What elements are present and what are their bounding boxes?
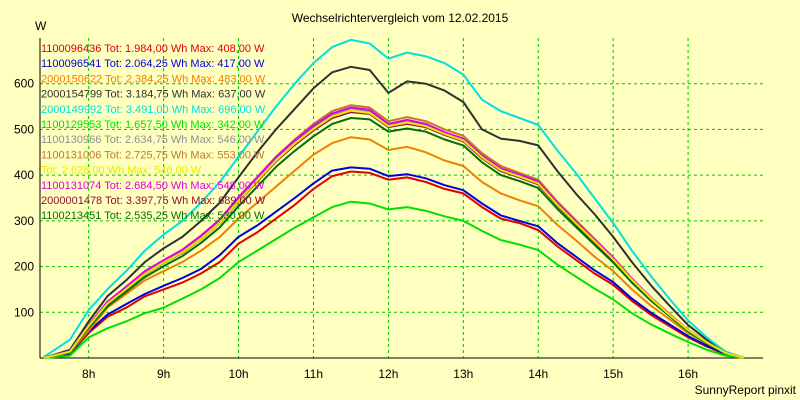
legend-entry: 2000149992 Tot: 3.491,00 Wh Max: 696,00 … [41, 104, 266, 116]
legend-entry: 1100130966 Tot: 2.634,75 Wh Max: 546,00 … [41, 134, 265, 146]
chart-title: Wechselrichtervergleich vom 12.02.2015 [292, 11, 509, 25]
series-line [43, 109, 745, 359]
legend-entry: 1100096541 Tot: 2.064,25 Wh Max: 417,00 … [41, 58, 265, 70]
x-tick-label: 15h [603, 367, 623, 381]
series-line [43, 166, 745, 359]
series-line [43, 136, 745, 359]
y-tick-label: 500 [14, 122, 34, 136]
legend-entry: Tot: 2.628,00 Wh Max: 546,00 W [41, 165, 202, 177]
x-tick-label: 8h [82, 367, 95, 381]
y-axis-label: W [35, 19, 47, 33]
legend-entry: 1100129553 Tot: 1.657,50 Wh Max: 342,00 … [41, 119, 265, 131]
y-tick-label: 600 [14, 77, 34, 91]
legend-entry: 1100131006 Tot: 2.725,75 Wh Max: 553,00 … [41, 149, 265, 161]
legend-entry: 2000154799 Tot: 3.184,75 Wh Max: 637,00 … [41, 89, 266, 101]
series-line [43, 170, 745, 359]
y-tick-label: 200 [14, 260, 34, 274]
x-tick-label: 11h [304, 367, 323, 381]
series-line [43, 200, 745, 359]
y-tick-label: 300 [14, 214, 34, 228]
legend-entry: 1100096436 Tot: 1.984,00 Wh Max: 408,00 … [41, 43, 265, 55]
x-tick-label: 9h [157, 367, 170, 381]
legend-entry: 1100131074 Tot: 2.684,50 Wh Max: 548,00 … [41, 180, 265, 192]
footer-credit: SunnyReport pinxit [695, 383, 797, 397]
y-tick-label: 400 [14, 168, 34, 182]
series-line [43, 65, 745, 359]
x-tick-label: 10h [229, 367, 249, 381]
legend-entry: 1100213451 Tot: 2.535,25 Wh Max: 530,00 … [41, 210, 265, 222]
x-tick-label: 14h [528, 367, 548, 381]
legend-entry: 2000150622 Tot: 2.384,25 Wh Max: 483,00 … [41, 73, 266, 85]
legend-entry: 2000001478 Tot: 3.397,75 Wh Max: 689,00 … [41, 195, 266, 207]
x-tick-label: 12h [378, 367, 398, 381]
series-line [43, 117, 745, 359]
x-tick-label: 16h [678, 367, 698, 381]
y-tick-label: 100 [14, 305, 34, 319]
series-line [43, 38, 745, 359]
plot-area [40, 38, 763, 358]
x-tick-label: 13h [453, 367, 473, 381]
